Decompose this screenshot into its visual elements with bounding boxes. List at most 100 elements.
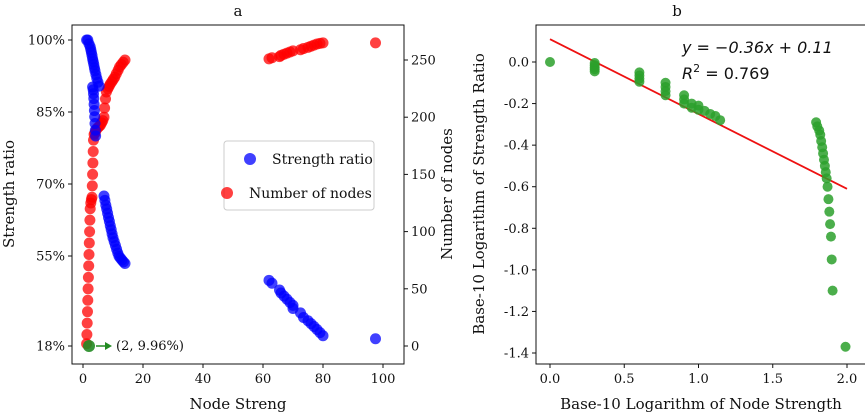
panel-a-left-y-ticks: 18% 55% 70% 85% 100%	[28, 34, 72, 355]
nodes-point	[82, 306, 93, 318]
nodes-point	[99, 102, 111, 114]
x-tick-label: 0.5	[614, 372, 635, 387]
nodes-point	[82, 271, 94, 283]
right-y-tick-label: 0	[411, 340, 419, 355]
log-point	[825, 231, 836, 242]
panel-a-title: a	[234, 2, 243, 20]
panel-b-title: b	[672, 2, 682, 20]
y-tick-label: -0.2	[504, 97, 529, 112]
log-point	[823, 194, 834, 205]
nodes-point	[82, 283, 94, 295]
panel-a-right-y-ticks: 0 50 100 150 200 250	[404, 54, 436, 355]
legend-nodes-marker	[221, 187, 233, 199]
left-y-tick-label: 100%	[28, 34, 65, 49]
x-tick-label: 0.0	[540, 372, 561, 387]
log-point	[825, 219, 836, 230]
nodes-point	[370, 37, 381, 49]
panel-a-left-y-label: Strength ratio	[0, 140, 18, 248]
panel-b-y-label: Base-10 Logarithm of Strength Ratio	[470, 53, 488, 335]
y-tick-label: -0.4	[504, 139, 529, 154]
panel-a-frame	[71, 24, 405, 365]
log-point	[634, 76, 645, 87]
r-squared-value: = 0.769	[700, 64, 769, 83]
nodes-point	[98, 111, 110, 123]
right-y-tick-label: 250	[411, 54, 436, 69]
log-point	[545, 57, 555, 67]
nodes-point	[87, 168, 99, 180]
annotation-point	[83, 340, 95, 352]
nodes-point	[84, 214, 96, 226]
log-point	[589, 66, 600, 77]
panel-b-marks	[545, 38, 851, 352]
log-point	[715, 115, 726, 126]
panel-a-x-ticks: 0 20 40 60 80 100	[79, 364, 396, 387]
log-point	[826, 254, 837, 265]
y-tick-label: -0.8	[504, 222, 529, 237]
log-point	[822, 181, 833, 192]
nodes-point	[82, 294, 94, 306]
panel-a-right-y-label: Number of nodes	[438, 128, 456, 260]
right-y-tick-label: 50	[411, 282, 428, 297]
panel-b-x-label: Base-10 Logarithm of Node Strength	[560, 395, 842, 413]
y-tick-label: 0.0	[508, 56, 529, 71]
x-tick-label: 1.5	[762, 372, 783, 387]
log-point	[824, 206, 835, 217]
panel-a: a 0 20 40 60 80 100 18% 55% 70% 85% 100% 0 50 100 15…	[0, 2, 456, 413]
strength-point	[317, 330, 329, 342]
nodes-point	[87, 146, 99, 158]
strength-point	[119, 258, 131, 270]
strength-point	[370, 333, 381, 345]
nodes-point	[87, 157, 99, 169]
log-point	[840, 341, 851, 352]
legend-nodes-label: Number of nodes	[249, 186, 372, 202]
right-y-tick-label: 200	[411, 111, 436, 126]
annotation-label: (2, 9.96%)	[116, 339, 184, 354]
y-tick-label: -1.4	[504, 347, 529, 362]
left-y-tick-label: 70%	[36, 178, 65, 193]
legend-box	[223, 140, 375, 211]
x-tick-label: 20	[135, 372, 152, 387]
nodes-point	[81, 317, 93, 329]
strength-point	[90, 130, 102, 142]
left-y-tick-label: 55%	[36, 250, 65, 265]
nodes-point	[83, 248, 95, 260]
nodes-point	[84, 226, 96, 238]
panel-b-frame	[535, 24, 865, 365]
log-point	[821, 173, 832, 184]
panel-b-y-ticks: 0.0 -0.2 -0.4 -0.6 -0.8 -1.0 -1.2 -1.4	[504, 56, 536, 362]
legend: Strength ratio Number of nodes	[221, 140, 375, 211]
x-tick-label: 60	[255, 372, 272, 387]
r-squared-label: R2 = 0.769	[682, 62, 770, 83]
nodes-point	[83, 237, 95, 249]
nodes-point	[83, 260, 95, 272]
nodes-point	[86, 180, 98, 192]
log-point	[827, 285, 838, 296]
legend-strength-label: Strength ratio	[272, 152, 373, 168]
y-tick-label: -0.6	[504, 180, 529, 195]
panel-b-x-ticks: 0.0 0.5 1.0 1.5 2.0	[540, 364, 858, 387]
strength-point	[266, 277, 278, 289]
annotation: (2, 9.96%)	[96, 339, 184, 354]
x-tick-label: 100	[371, 372, 396, 387]
log-point	[679, 98, 690, 109]
y-tick-label: -1.2	[504, 305, 529, 320]
legend-strength-marker	[244, 153, 256, 165]
y-tick-label: -1.0	[504, 263, 529, 278]
left-y-tick-label: 85%	[36, 106, 65, 121]
r-squared-exp: 2	[693, 62, 700, 75]
nodes-point	[119, 54, 131, 66]
r-squared-r: R	[682, 64, 693, 83]
x-tick-label: 2.0	[837, 372, 858, 387]
x-tick-label: 1.0	[688, 372, 709, 387]
panel-a-marks	[81, 34, 381, 352]
x-tick-label: 0	[79, 372, 87, 387]
left-y-tick-label: 18%	[36, 340, 65, 355]
annotation-arrow-head	[105, 342, 112, 350]
log-point	[660, 90, 671, 101]
fit-equation: y = −0.36x + 0.11	[681, 38, 833, 57]
right-y-tick-label: 150	[411, 168, 436, 183]
panel-a-x-label: Node Streng	[189, 395, 286, 413]
nodes-point	[317, 37, 329, 49]
right-y-tick-label: 100	[411, 225, 436, 240]
